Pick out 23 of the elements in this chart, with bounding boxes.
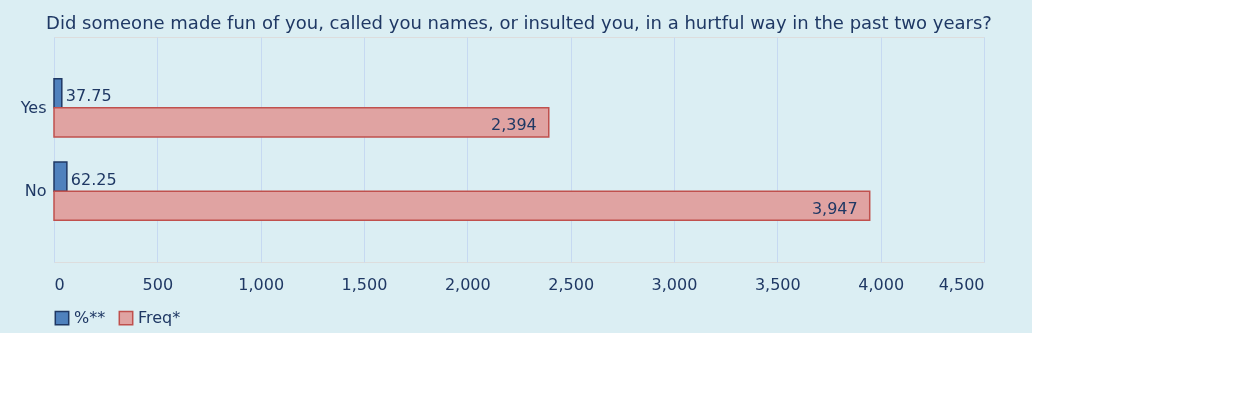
x-tick-label: 3,000 (651, 274, 698, 294)
x-tick-label: 2,500 (548, 274, 595, 294)
x-tick-label: 3,500 (754, 274, 801, 294)
data-label: 37.75 (65, 86, 112, 106)
x-tick-label: 2,000 (444, 274, 491, 294)
legend-label: %** (74, 308, 106, 328)
bar (53, 161, 68, 192)
chart-title: Did someone made fun of you, called you names, or insulted you, in a hurtful way in the past two years? (46, 12, 992, 33)
bar (53, 107, 550, 138)
data-label: 3,947 (811, 198, 858, 218)
data-label: 62.25 (70, 169, 117, 189)
x-tick-label: 500 (142, 274, 174, 294)
bar (53, 190, 871, 222)
x-tick-label: 0 (54, 274, 65, 294)
x-tick-label: 1,500 (341, 274, 388, 294)
x-tick-label: 4,000 (858, 274, 905, 294)
y-tick-label: Yes (19, 97, 47, 117)
data-label: 2,394 (490, 115, 537, 135)
x-tick-label: 4,500 (938, 274, 985, 294)
y-tick-label: No (24, 181, 47, 201)
bar (53, 77, 63, 109)
x-tick-label: 1,000 (238, 274, 285, 294)
legend-label: Freq* (138, 308, 181, 328)
